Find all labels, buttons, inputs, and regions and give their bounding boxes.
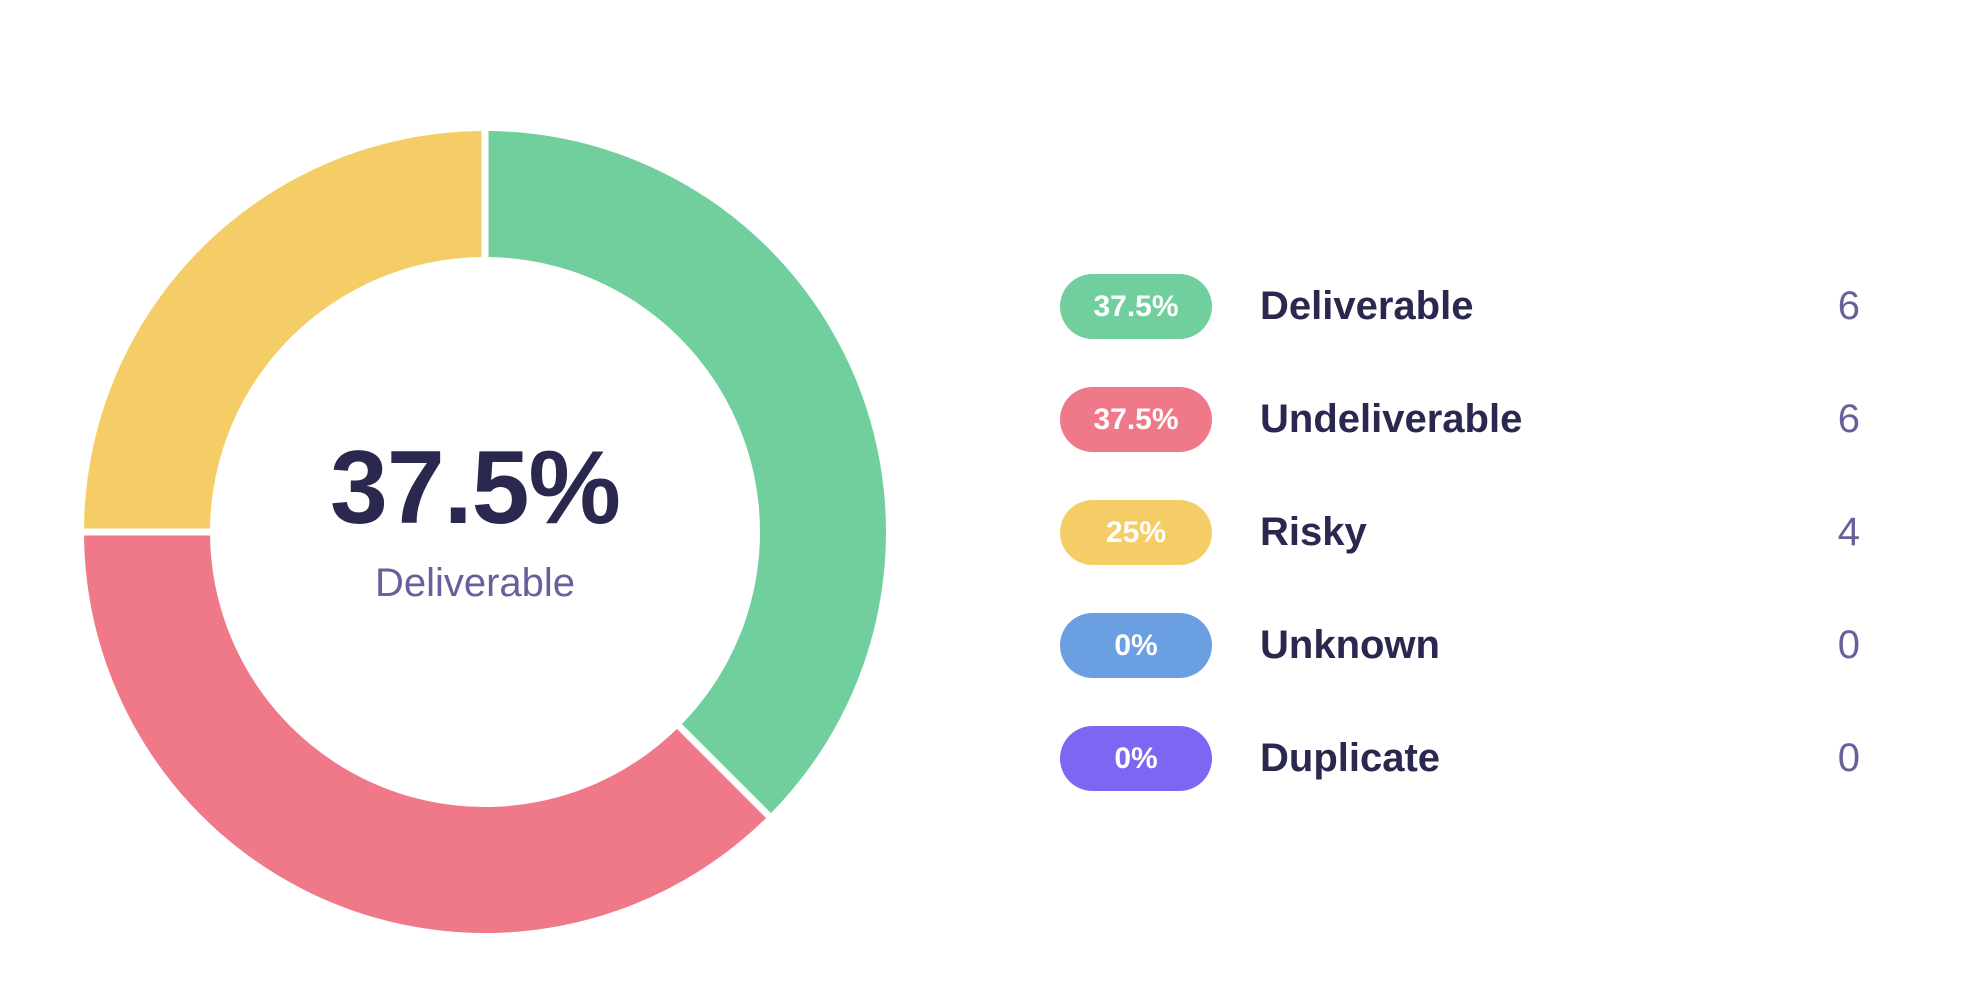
legend-count-unknown: 0: [1837, 623, 1860, 667]
legend-count-deliverable: 6: [1837, 284, 1860, 328]
donut-chart: [84, 131, 887, 933]
percent-badge-deliverable: 37.5%: [1060, 274, 1212, 339]
legend-row-duplicate: 0% Duplicate 0: [1060, 726, 1860, 791]
legend-label-duplicate: Duplicate: [1260, 736, 1441, 780]
center-percentage: 37.5%: [330, 430, 621, 546]
legend-label-undeliverable: Undeliverable: [1260, 397, 1523, 441]
percent-badge-unknown: 0%: [1060, 613, 1212, 678]
legend-row-deliverable: 37.5% Deliverable 6: [1060, 274, 1860, 339]
donut-slice-undeliverable: [84, 535, 767, 933]
legend-label-risky: Risky: [1260, 510, 1367, 554]
legend: 37.5% Deliverable 6 37.5% Undeliverable …: [1060, 274, 1860, 839]
legend-label-unknown: Unknown: [1260, 623, 1440, 667]
center-label: Deliverable: [374, 561, 576, 605]
percent-badge-undeliverable: 37.5%: [1060, 387, 1212, 452]
legend-row-risky: 25% Risky 4: [1060, 500, 1860, 565]
percent-badge-duplicate: 0%: [1060, 726, 1212, 791]
donut-slice-risky: [84, 131, 482, 529]
legend-row-unknown: 0% Unknown 0: [1060, 613, 1860, 678]
percent-badge-risky: 25%: [1060, 500, 1212, 565]
legend-row-undeliverable: 37.5% Undeliverable 6: [1060, 387, 1860, 452]
legend-count-duplicate: 0: [1837, 736, 1860, 780]
donut-slice-deliverable: [488, 131, 887, 814]
legend-label-deliverable: Deliverable: [1260, 284, 1474, 328]
legend-count-risky: 4: [1837, 510, 1860, 554]
legend-count-undeliverable: 6: [1837, 397, 1860, 441]
